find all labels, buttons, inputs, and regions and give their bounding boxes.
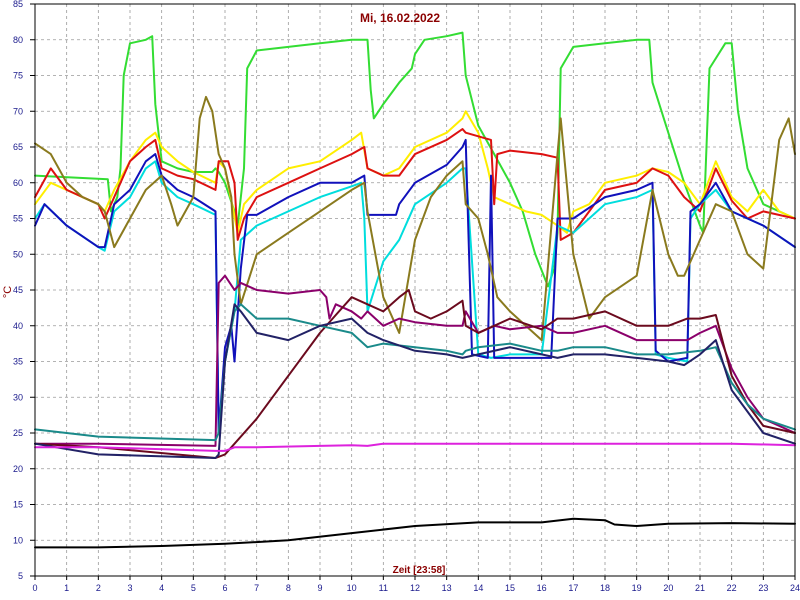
series-layer (34, 31, 796, 549)
x-tick-label: 4 (159, 583, 164, 593)
x-axis-label: Zeit [23:58] (393, 565, 446, 576)
x-tick-label: 5 (191, 583, 196, 593)
x-tick-label: 1 (64, 583, 69, 593)
tick-labels: 0 1 2 3 4 5 6 7 8 9 10 11 12 13 14 15 16 17 18 19 20 21 22 23 24… (13, 0, 800, 593)
x-tick-label: 0 (32, 583, 37, 593)
series-line-7 (34, 274, 796, 447)
x-tick-label: 21 (695, 583, 705, 593)
series-line-6 (34, 95, 796, 342)
x-tick-label: 19 (632, 583, 642, 593)
x-tick-label: 15 (505, 583, 515, 593)
x-tick-label: 18 (600, 583, 610, 593)
series-line-11 (34, 442, 796, 452)
y-tick-label: 60 (13, 178, 23, 188)
x-tick-label: 13 (442, 583, 452, 593)
x-tick-label: 2 (96, 583, 101, 593)
x-tick-label: 9 (317, 583, 322, 593)
series-line-3 (34, 128, 796, 241)
x-tick-label: 22 (727, 583, 737, 593)
grid-lines (34, 3, 796, 577)
y-tick-label: 70 (13, 106, 23, 116)
series-line-2 (34, 110, 796, 234)
y-tick-label: 40 (13, 321, 23, 331)
x-tick-label: 3 (127, 583, 132, 593)
x-tick-label: 8 (286, 583, 291, 593)
x-tick-label: 17 (568, 583, 578, 593)
x-tick-label: 14 (473, 583, 483, 593)
y-tick-label: 10 (13, 535, 23, 545)
y-tick-label: 30 (13, 392, 23, 402)
y-tick-label: 5 (18, 571, 23, 581)
x-tick-label: 6 (222, 583, 227, 593)
series-line-8 (34, 289, 796, 459)
y-tick-label: 20 (13, 464, 23, 474)
x-tick-label: 24 (790, 583, 800, 593)
y-tick-label: 45 (13, 285, 23, 295)
y-tick-label: 25 (13, 428, 23, 438)
x-tick-label: 12 (410, 583, 420, 593)
chart-title: Mi, 16.02.2022 (360, 11, 440, 25)
x-tick-label: 16 (537, 583, 547, 593)
series-line-9 (34, 303, 796, 442)
y-tick-label: 85 (13, 0, 23, 9)
x-tick-label: 11 (379, 583, 388, 593)
series-line-10 (34, 303, 796, 459)
y-tick-label: 15 (13, 500, 23, 510)
y-axis-label: °C (2, 286, 14, 298)
series-line-12 (34, 517, 796, 549)
series-line-1 (34, 31, 796, 288)
y-tick-label: 75 (13, 71, 23, 81)
x-tick-label: 7 (254, 583, 259, 593)
y-tick-label: 80 (13, 35, 23, 45)
y-tick-label: 55 (13, 214, 23, 224)
x-tick-label: 10 (347, 583, 357, 593)
y-tick-label: 35 (13, 357, 23, 367)
y-tick-label: 65 (13, 142, 23, 152)
series-line-4 (34, 160, 796, 434)
plot-frame (30, 3, 796, 580)
x-tick-label: 20 (663, 583, 673, 593)
series-line-5 (34, 138, 796, 434)
x-tick-label: 23 (758, 583, 768, 593)
y-tick-label: 50 (13, 249, 23, 259)
